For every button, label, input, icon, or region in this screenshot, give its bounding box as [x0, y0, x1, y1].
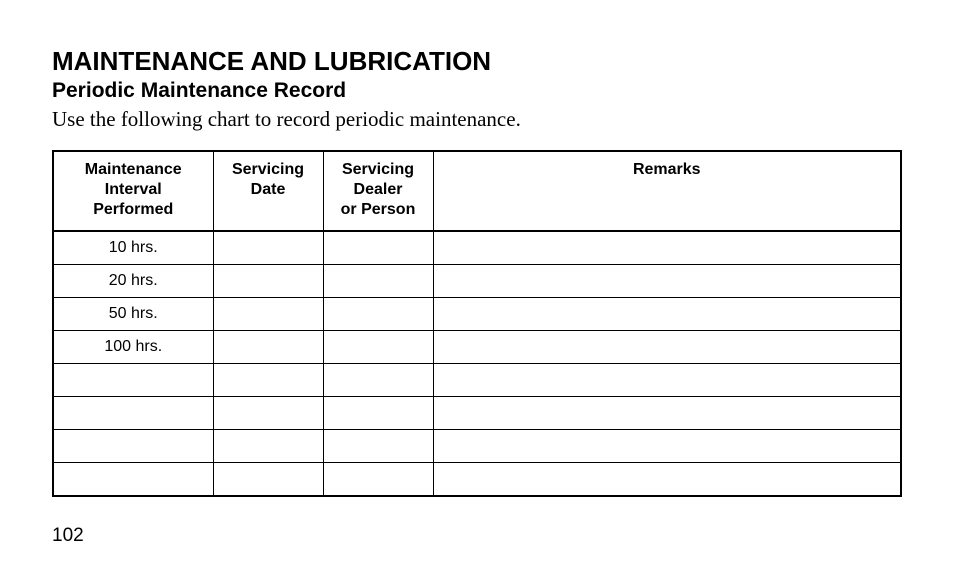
- column-header-remarks: Remarks: [433, 151, 901, 231]
- cell-interval: [53, 463, 213, 497]
- table-row: 20 hrs.: [53, 265, 901, 298]
- cell-interval: [53, 430, 213, 463]
- cell-dealer: [323, 463, 433, 497]
- header-text: Servicing: [232, 161, 304, 178]
- table-header-row: Maintenance Interval Performed Servicing…: [53, 151, 901, 231]
- cell-remarks: [433, 265, 901, 298]
- cell-date: [213, 430, 323, 463]
- cell-interval: 100 hrs.: [53, 331, 213, 364]
- table-row: [53, 364, 901, 397]
- cell-date: [213, 397, 323, 430]
- cell-interval: [53, 364, 213, 397]
- document-instruction: Use the following chart to record period…: [52, 107, 902, 132]
- cell-dealer: [323, 265, 433, 298]
- header-text: Performed: [93, 201, 173, 218]
- document-title: MAINTENANCE AND LUBRICATION: [52, 46, 902, 77]
- cell-dealer: [323, 231, 433, 265]
- header-text: Interval: [105, 181, 162, 198]
- cell-interval: 20 hrs.: [53, 265, 213, 298]
- document-page: MAINTENANCE AND LUBRICATION Periodic Mai…: [0, 0, 954, 547]
- cell-dealer: [323, 430, 433, 463]
- cell-remarks: [433, 364, 901, 397]
- cell-interval: 10 hrs.: [53, 231, 213, 265]
- table-row: [53, 430, 901, 463]
- cell-remarks: [433, 331, 901, 364]
- header-text: Remarks: [633, 161, 701, 178]
- cell-remarks: [433, 397, 901, 430]
- cell-remarks: [433, 298, 901, 331]
- cell-dealer: [323, 397, 433, 430]
- cell-date: [213, 364, 323, 397]
- maintenance-record-table: Maintenance Interval Performed Servicing…: [52, 150, 902, 497]
- cell-date: [213, 298, 323, 331]
- cell-interval: [53, 397, 213, 430]
- table-row: 10 hrs.: [53, 231, 901, 265]
- table-row: 100 hrs.: [53, 331, 901, 364]
- cell-dealer: [323, 364, 433, 397]
- header-text: Dealer: [354, 181, 403, 198]
- header-text: Maintenance: [85, 161, 182, 178]
- document-subtitle: Periodic Maintenance Record: [52, 79, 902, 103]
- header-text: Servicing: [342, 161, 414, 178]
- cell-interval: 50 hrs.: [53, 298, 213, 331]
- cell-dealer: [323, 331, 433, 364]
- page-number: 102: [52, 525, 902, 547]
- cell-date: [213, 231, 323, 265]
- cell-date: [213, 463, 323, 497]
- cell-remarks: [433, 430, 901, 463]
- header-text: or Person: [341, 201, 416, 218]
- cell-remarks: [433, 463, 901, 497]
- header-text: Date: [251, 181, 286, 198]
- cell-date: [213, 265, 323, 298]
- cell-dealer: [323, 298, 433, 331]
- column-header-interval: Maintenance Interval Performed: [53, 151, 213, 231]
- cell-date: [213, 331, 323, 364]
- table-row: [53, 463, 901, 497]
- column-header-date: Servicing Date: [213, 151, 323, 231]
- table-row: 50 hrs.: [53, 298, 901, 331]
- column-header-dealer: Servicing Dealer or Person: [323, 151, 433, 231]
- cell-remarks: [433, 231, 901, 265]
- table-row: [53, 397, 901, 430]
